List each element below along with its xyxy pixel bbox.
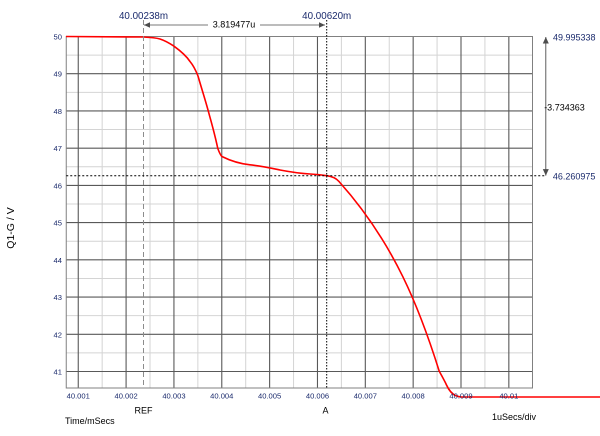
svg-text:REF: REF	[135, 406, 154, 416]
svg-text:47: 47	[54, 144, 62, 153]
svg-text:49: 49	[54, 70, 62, 79]
svg-text:40.006: 40.006	[306, 392, 329, 401]
svg-text:40.003: 40.003	[162, 392, 185, 401]
svg-text:3.819477u: 3.819477u	[213, 20, 256, 30]
svg-text:-3.734363: -3.734363	[544, 103, 585, 113]
svg-text:Q1-G / V: Q1-G / V	[5, 207, 17, 248]
svg-text:42: 42	[54, 330, 62, 339]
svg-text:40.001: 40.001	[67, 392, 90, 401]
svg-text:45: 45	[54, 219, 62, 228]
svg-text:40.002: 40.002	[114, 392, 137, 401]
svg-text:46: 46	[54, 181, 62, 190]
svg-text:Time/mSecs: Time/mSecs	[65, 416, 115, 426]
svg-text:40.007: 40.007	[354, 392, 377, 401]
svg-text:40.008: 40.008	[402, 392, 425, 401]
svg-text:41: 41	[54, 368, 62, 377]
svg-text:50: 50	[54, 33, 62, 42]
svg-text:1uSecs/div: 1uSecs/div	[492, 412, 537, 422]
svg-text:44: 44	[54, 256, 62, 265]
svg-text:43: 43	[54, 293, 62, 302]
svg-text:40.009: 40.009	[449, 392, 472, 401]
svg-text:A: A	[322, 406, 328, 416]
svg-text:40.005: 40.005	[258, 392, 281, 401]
svg-text:40.00620m: 40.00620m	[302, 11, 351, 22]
svg-text:48: 48	[54, 107, 62, 116]
svg-text:40.004: 40.004	[210, 392, 233, 401]
svg-text:40.01: 40.01	[499, 392, 518, 401]
svg-text:40.00238m: 40.00238m	[119, 11, 168, 22]
svg-text:46.260975: 46.260975	[553, 172, 596, 182]
svg-text:49.995338: 49.995338	[553, 33, 596, 43]
